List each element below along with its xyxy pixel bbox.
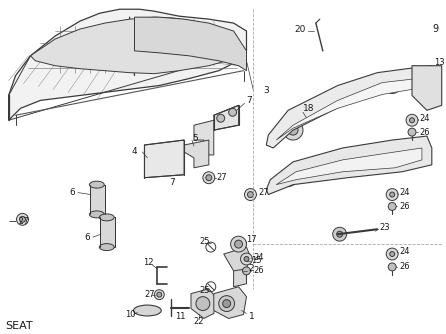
- Text: 27: 27: [145, 290, 155, 299]
- Text: 25: 25: [199, 237, 210, 245]
- Polygon shape: [214, 105, 239, 130]
- Polygon shape: [191, 289, 217, 318]
- Circle shape: [244, 189, 256, 200]
- Text: 4: 4: [132, 147, 137, 156]
- Ellipse shape: [89, 211, 104, 218]
- Circle shape: [229, 108, 236, 116]
- Text: 1: 1: [248, 312, 254, 321]
- Circle shape: [422, 73, 436, 88]
- Circle shape: [393, 154, 401, 162]
- Polygon shape: [214, 287, 247, 318]
- Circle shape: [279, 169, 297, 187]
- Circle shape: [390, 252, 395, 257]
- Circle shape: [288, 125, 298, 135]
- Text: 24: 24: [419, 114, 429, 123]
- Ellipse shape: [89, 181, 104, 188]
- Circle shape: [244, 257, 249, 262]
- Text: 7: 7: [169, 178, 175, 187]
- Circle shape: [409, 118, 414, 123]
- Polygon shape: [30, 17, 239, 73]
- Circle shape: [283, 120, 303, 140]
- Circle shape: [390, 192, 395, 197]
- Circle shape: [196, 297, 210, 311]
- Text: 9: 9: [433, 24, 439, 34]
- Text: 26: 26: [399, 202, 410, 211]
- Text: 24: 24: [253, 253, 264, 262]
- Text: 18: 18: [303, 104, 314, 113]
- Circle shape: [231, 236, 247, 252]
- Circle shape: [248, 192, 253, 197]
- Circle shape: [406, 114, 418, 126]
- Circle shape: [217, 114, 225, 122]
- Text: SEAT: SEAT: [6, 321, 33, 331]
- Ellipse shape: [99, 214, 114, 221]
- Text: 5: 5: [192, 134, 198, 143]
- Polygon shape: [8, 9, 247, 120]
- Circle shape: [223, 300, 231, 308]
- Circle shape: [157, 292, 162, 297]
- Circle shape: [284, 174, 292, 182]
- Polygon shape: [90, 185, 105, 214]
- Text: 7: 7: [247, 96, 252, 105]
- Ellipse shape: [99, 243, 114, 250]
- Circle shape: [387, 78, 397, 89]
- Polygon shape: [276, 148, 422, 185]
- Circle shape: [333, 227, 347, 241]
- Polygon shape: [276, 78, 417, 140]
- Text: 6: 6: [69, 188, 75, 197]
- Text: 27: 27: [258, 188, 269, 197]
- Text: 26: 26: [419, 128, 429, 137]
- Text: 2: 2: [248, 265, 254, 274]
- Circle shape: [408, 128, 416, 136]
- Polygon shape: [234, 259, 247, 287]
- Text: 17: 17: [247, 235, 257, 244]
- Polygon shape: [266, 66, 432, 148]
- Polygon shape: [145, 140, 184, 178]
- Polygon shape: [224, 247, 251, 271]
- Ellipse shape: [133, 305, 161, 316]
- Polygon shape: [184, 140, 209, 168]
- Circle shape: [386, 248, 398, 260]
- Circle shape: [235, 240, 243, 248]
- Circle shape: [382, 73, 402, 94]
- Circle shape: [20, 216, 25, 222]
- Circle shape: [388, 202, 396, 210]
- Polygon shape: [194, 120, 214, 155]
- Circle shape: [154, 290, 164, 300]
- Circle shape: [337, 231, 343, 237]
- Text: 25: 25: [199, 286, 210, 295]
- Text: 3: 3: [263, 86, 269, 95]
- Text: 6: 6: [84, 233, 90, 242]
- Circle shape: [243, 267, 251, 275]
- Circle shape: [219, 296, 235, 312]
- Polygon shape: [412, 66, 442, 110]
- Text: 24: 24: [399, 188, 409, 197]
- Text: 26: 26: [253, 267, 264, 275]
- Polygon shape: [100, 217, 115, 247]
- Circle shape: [386, 189, 398, 200]
- Text: 27: 27: [217, 173, 227, 182]
- Text: 10: 10: [126, 310, 136, 319]
- Circle shape: [17, 213, 29, 225]
- Circle shape: [240, 253, 252, 265]
- Text: 23: 23: [379, 223, 390, 232]
- Text: 26: 26: [399, 263, 410, 272]
- Text: 13: 13: [434, 58, 444, 67]
- Circle shape: [203, 172, 215, 184]
- Text: 15: 15: [252, 257, 262, 266]
- Polygon shape: [266, 136, 432, 195]
- Text: 22: 22: [193, 317, 203, 326]
- Text: 12: 12: [144, 259, 154, 268]
- Circle shape: [388, 149, 406, 167]
- Text: — 27: — 27: [8, 217, 28, 226]
- Text: 20: 20: [294, 24, 306, 33]
- Text: 11: 11: [175, 312, 186, 321]
- Text: 24: 24: [399, 246, 409, 256]
- Circle shape: [388, 263, 396, 271]
- Polygon shape: [135, 17, 247, 71]
- Circle shape: [206, 175, 212, 181]
- Circle shape: [426, 77, 432, 84]
